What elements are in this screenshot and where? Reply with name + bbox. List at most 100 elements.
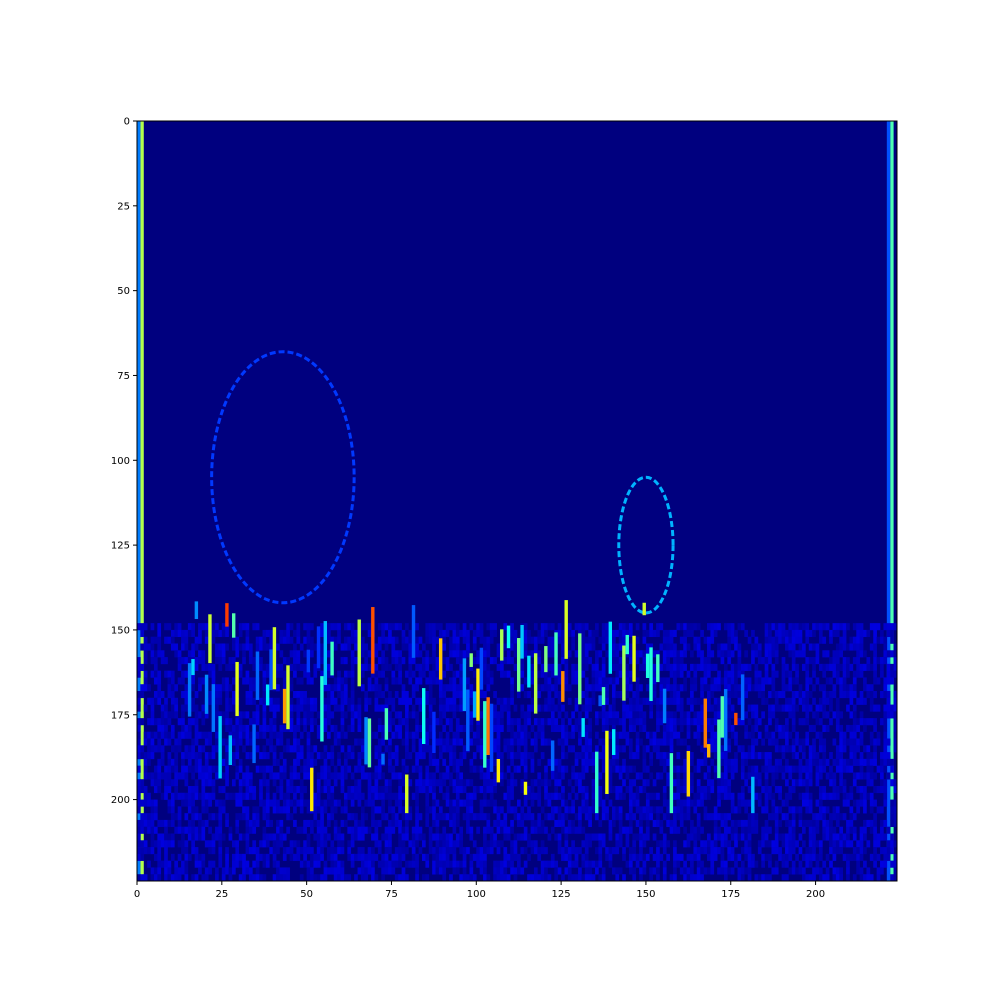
heatmap-cell [432,867,436,875]
heatmap-cell [829,813,833,821]
heatmap-cell [496,826,501,834]
heatmap-cell [323,772,328,780]
heatmap-cell [374,697,379,705]
heatmap-cell [639,874,643,882]
heatmap-cell [693,731,698,739]
heatmap-cell [262,826,267,834]
heatmap-cell [771,711,776,719]
heatmap-cell [371,731,375,739]
heatmap-cell [459,704,464,712]
heatmap-cell [530,677,535,685]
heatmap-cell [696,813,701,821]
heatmap-cell [147,860,151,868]
heatmap-cell [533,826,538,834]
heatmap-cell [544,623,548,631]
heatmap-cell [513,806,518,814]
heatmap-cell [262,860,267,868]
heatmap-cell [818,847,823,855]
heatmap-cell [615,738,620,746]
heatmap-cell [225,691,229,699]
heatmap-cell [167,765,172,773]
heatmap-cell [510,677,514,685]
heatmap-cell [652,677,657,685]
heatmap-cell [438,691,443,699]
heatmap-cell [262,677,267,685]
heatmap-cell [835,819,840,828]
heatmap-cell [299,752,304,760]
heatmap-cell [778,758,782,766]
heatmap-cell [679,819,684,828]
heatmap-cell [137,731,141,739]
heatmap-cell [818,874,823,882]
heatmap-cell [452,847,457,855]
heatmap-cell [747,663,752,671]
heatmap-cell [530,758,535,766]
heatmap-cell [751,724,755,733]
heatmap-cell [693,677,698,685]
heatmap-cell [204,867,209,875]
heatmap-cell [337,833,341,841]
heatmap-cell [327,813,331,821]
heatmap-cell [472,765,477,773]
heatmap-cell [208,826,212,834]
heatmap-cell [459,752,464,760]
heatmap-cell [791,636,796,644]
heatmap-cell [276,684,280,692]
heatmap-cell [215,623,219,631]
heatmap-cell [255,636,260,644]
heatmap-cell [561,636,565,644]
heatmap-cell [191,623,195,631]
heatmap-cell [483,677,487,685]
heatmap-cell [242,806,246,814]
heatmap-cell [754,765,759,773]
heatmap-cell [445,765,450,773]
heatmap-cell [835,758,840,766]
heatmap-cell [822,697,827,705]
heatmap-cell [832,711,837,719]
heatmap-cell [415,697,419,705]
heatmap-cell [615,806,620,814]
heatmap-cell [669,826,674,834]
heatmap-cell [333,874,338,882]
heatmap-cell [517,738,521,746]
heatmap-cell [734,670,738,678]
heatmap-cell [686,724,691,733]
heatmap-cell [340,691,345,699]
heatmap-cell [744,867,749,875]
heatmap-cell [330,697,335,705]
heatmap-cell [299,663,304,671]
heatmap-cell [873,650,877,658]
heatmap-cell [690,772,694,780]
heatmap-cell [472,840,477,848]
heatmap-cell [863,874,867,882]
heatmap-cell [761,833,765,841]
heatmap-cell [527,650,531,658]
heatmap-cell [201,819,206,828]
heatmap-cell [194,731,199,739]
heatmap-cell [394,752,399,760]
heatmap-cell [523,724,528,733]
heatmap-cell [852,874,857,882]
heatmap-cell [873,786,877,794]
heatmap-cell [571,847,575,855]
heatmap-cell [187,853,192,861]
heatmap-cell [153,650,158,658]
heatmap-cell [635,752,640,760]
heatmap-cell [211,663,216,671]
heatmap-cell [805,657,810,665]
heatmap-cell [666,657,670,665]
heatmap-cell [676,684,681,692]
heatmap-cell [330,772,335,780]
heatmap-cell [852,813,857,821]
heatmap-cell [673,711,677,719]
heatmap-cell [455,799,460,807]
heatmap-cell [418,826,423,834]
heatmap-cell [574,860,579,868]
heatmap-cell [873,718,877,726]
heatmap-cell [774,819,779,828]
heatmap-cell [829,718,833,726]
heatmap-cell [744,772,749,780]
heatmap-cell [157,867,162,875]
heatmap-cell [503,813,508,821]
heatmap-cell [191,684,195,692]
